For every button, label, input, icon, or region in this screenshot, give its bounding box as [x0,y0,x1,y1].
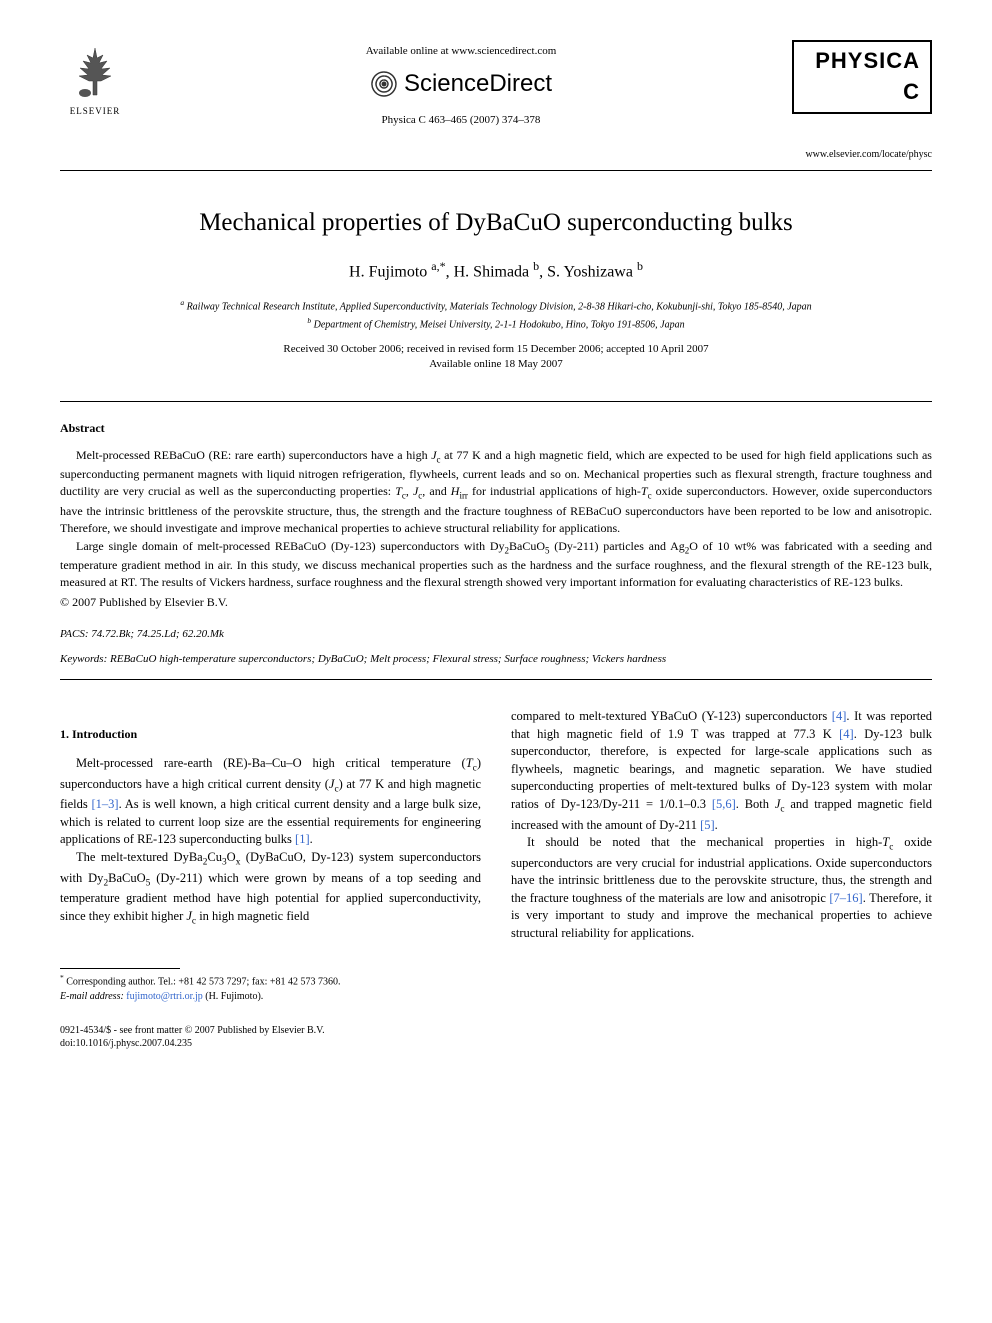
intro-p2-continued: compared to melt-textured YBaCuO (Y-123)… [511,708,932,834]
available-online-date: Available online 18 May 2007 [60,357,932,372]
affiliation-a: a Railway Technical Research Institute, … [60,297,932,314]
pacs-line: PACS: 74.72.Bk; 74.25.Ld; 62.20.Mk [60,627,932,642]
elsevier-label: ELSEVIER [70,105,121,118]
corresponding-author: * Corresponding author. Tel.: +81 42 573… [60,973,481,989]
section-1-heading: 1. Introduction [60,726,481,743]
abstract-p1: Melt-processed REBaCuO (RE: rare earth) … [60,447,932,538]
sciencedirect-logo: ScienceDirect [130,67,792,101]
corresponding-footnote: * Corresponding author. Tel.: +81 42 573… [60,973,481,1003]
authors: H. Fujimoto a,*, H. Shimada b, S. Yoshiz… [60,258,932,284]
article-dates: Received 30 October 2006; received in re… [60,342,932,373]
abstract-p2: Large single domain of melt-processed RE… [60,538,932,592]
elsevier-logo: ELSEVIER [60,40,130,120]
received-dates: Received 30 October 2006; received in re… [60,342,932,357]
intro-p3: It should be noted that the mechanical p… [511,834,932,942]
intro-p1: Melt-processed rare-earth (RE)-Ba–Cu–O h… [60,755,481,849]
elsevier-tree-icon [65,43,125,103]
abstract-top-rule [60,401,932,402]
abstract-heading: Abstract [60,420,932,437]
affiliation-b: b Department of Chemistry, Meisei Univer… [60,315,932,332]
left-column: 1. Introduction Melt-processed rare-eart… [60,708,481,1003]
doi-line: doi:10.1016/j.physc.2007.04.235 [60,1037,932,1050]
footnote-separator [60,968,180,969]
physica-c-logo: PHYSICA C [792,40,932,114]
corresponding-email: E-mail address: fujimoto@rtri.or.jp (H. … [60,990,481,1004]
article-title: Mechanical properties of DyBaCuO superco… [60,205,932,240]
footer-info: 0921-4534/$ - see front matter © 2007 Pu… [60,1024,932,1050]
journal-logo-block: PHYSICA C www.elsevier.com/locate/physc [792,40,932,162]
keywords-line: Keywords: REBaCuO high-temperature super… [60,652,932,667]
keywords-value: REBaCuO high-temperature superconductors… [110,653,666,665]
header-center: Available online at www.sciencedirect.co… [130,40,792,128]
header-rule [60,170,932,171]
sciencedirect-text: ScienceDirect [404,67,552,101]
journal-header: ELSEVIER Available online at www.science… [60,40,932,162]
intro-p2: The melt-textured DyBa2Cu3Ox (DyBaCuO, D… [60,849,481,928]
pacs-value: 74.72.Bk; 74.25.Ld; 62.20.Mk [91,628,224,640]
affiliations: a Railway Technical Research Institute, … [60,297,932,332]
keywords-label: Keywords: [60,653,107,665]
pacs-label: PACS: [60,628,89,640]
sciencedirect-swirl-icon [370,70,398,98]
abstract-bottom-rule [60,679,932,680]
available-online-text: Available online at www.sciencedirect.co… [130,44,792,59]
journal-reference: Physica C 463–465 (2007) 374–378 [130,113,792,128]
copyright-line: © 2007 Published by Elsevier B.V. [60,594,932,611]
front-matter-line: 0921-4534/$ - see front matter © 2007 Pu… [60,1024,932,1037]
abstract-body: Melt-processed REBaCuO (RE: rare earth) … [60,447,932,592]
journal-url: www.elsevier.com/locate/physc [792,148,932,162]
right-column: compared to melt-textured YBaCuO (Y-123)… [511,708,932,1003]
body-columns: 1. Introduction Melt-processed rare-eart… [60,708,932,1003]
